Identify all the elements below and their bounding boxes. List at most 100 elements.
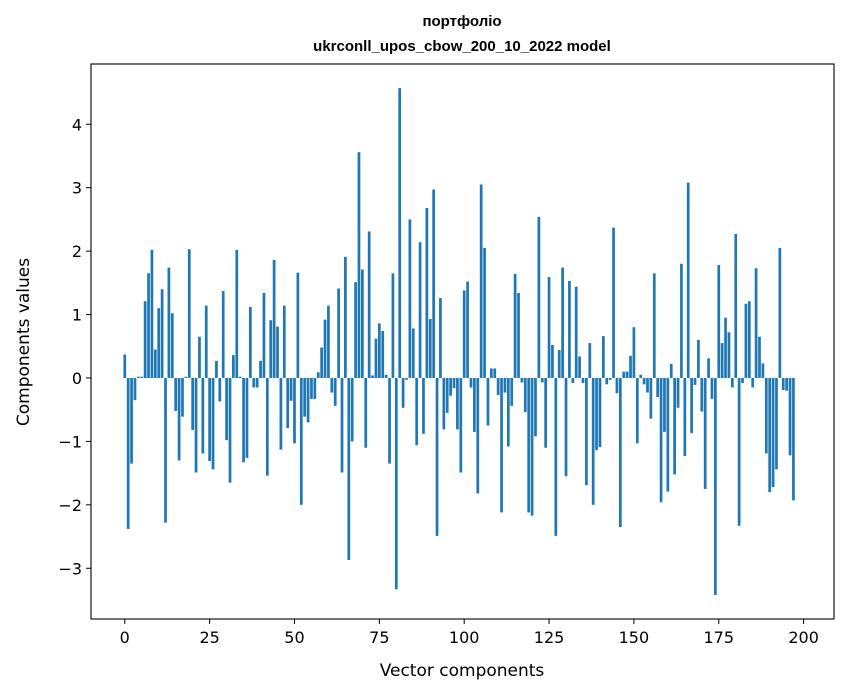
bar	[462, 290, 466, 378]
bar	[181, 377, 184, 417]
bar	[123, 354, 127, 378]
bar	[354, 282, 357, 378]
bar	[571, 377, 575, 384]
bar	[761, 363, 765, 378]
bar	[792, 377, 795, 501]
bar	[306, 377, 310, 423]
bar	[473, 377, 476, 432]
bar	[758, 336, 761, 378]
bar	[177, 377, 181, 461]
bar	[741, 377, 744, 384]
bar	[418, 242, 422, 378]
x-tick-label: 125	[534, 628, 565, 647]
bar	[215, 360, 218, 378]
bar	[164, 377, 167, 523]
bar	[554, 377, 558, 536]
bar	[625, 371, 629, 378]
bar	[286, 377, 290, 429]
bar	[612, 227, 615, 378]
bar	[299, 377, 303, 505]
bar	[608, 377, 612, 380]
y-tick-label: 2	[72, 242, 82, 261]
bar	[296, 272, 300, 378]
y-tick-label: 1	[72, 306, 82, 325]
bar	[568, 280, 571, 378]
bar	[493, 368, 497, 378]
bar	[707, 358, 710, 378]
x-tick-label: 50	[284, 628, 304, 647]
bar	[764, 377, 768, 454]
bar	[551, 344, 554, 378]
bar	[442, 377, 446, 430]
bar	[574, 286, 578, 378]
bar	[479, 184, 483, 378]
bar	[785, 377, 789, 391]
bar	[768, 377, 772, 493]
bar	[143, 301, 147, 378]
bar	[680, 263, 683, 378]
bar	[520, 377, 524, 383]
bar	[265, 377, 269, 476]
y-tick-label: 4	[72, 115, 82, 134]
bar	[391, 273, 395, 378]
bar	[303, 377, 307, 417]
bar	[747, 301, 751, 378]
bar	[259, 360, 262, 378]
x-tick-label: 200	[788, 628, 819, 647]
bar	[639, 374, 643, 378]
bar	[615, 377, 619, 394]
bar	[771, 377, 775, 488]
bar	[513, 273, 517, 378]
bar	[238, 376, 242, 378]
bar	[140, 376, 144, 378]
bar	[422, 377, 425, 434]
bar	[622, 371, 626, 378]
bar	[337, 288, 340, 378]
bar	[428, 318, 432, 378]
bar	[133, 377, 137, 401]
bar	[557, 350, 561, 378]
bar	[700, 377, 704, 412]
bar	[754, 268, 758, 378]
bar	[187, 249, 191, 378]
bar	[788, 377, 792, 456]
bar	[282, 305, 286, 378]
bar	[669, 364, 673, 378]
bar	[377, 323, 381, 378]
bar	[734, 233, 738, 378]
bar	[191, 377, 195, 430]
bar	[523, 377, 527, 413]
bar	[381, 331, 385, 378]
bar	[184, 376, 188, 378]
bar	[344, 256, 347, 378]
bar	[737, 377, 741, 526]
bar	[778, 247, 782, 378]
bar	[333, 377, 337, 406]
bar	[327, 305, 330, 378]
bar	[435, 377, 439, 536]
bar	[371, 375, 374, 378]
bar	[208, 377, 211, 462]
bar	[496, 377, 500, 396]
bar	[357, 152, 361, 378]
bar	[313, 377, 317, 399]
bar	[394, 377, 398, 590]
bar	[194, 377, 198, 473]
bar	[449, 377, 452, 396]
bar	[537, 216, 541, 378]
chart-subtitle: ukrconll_upos_cbow_200_10_2022 model	[313, 38, 611, 55]
bar	[649, 377, 653, 419]
bar	[517, 292, 520, 378]
bar	[150, 249, 154, 378]
bar	[252, 377, 256, 388]
bar	[361, 269, 364, 378]
bar	[459, 377, 463, 473]
y-tick-label: 0	[72, 369, 82, 388]
y-tick-label: 3	[72, 179, 82, 198]
bar	[276, 326, 279, 378]
bar	[591, 377, 595, 505]
bar	[602, 336, 605, 378]
bar	[157, 308, 161, 378]
bar	[585, 377, 588, 486]
